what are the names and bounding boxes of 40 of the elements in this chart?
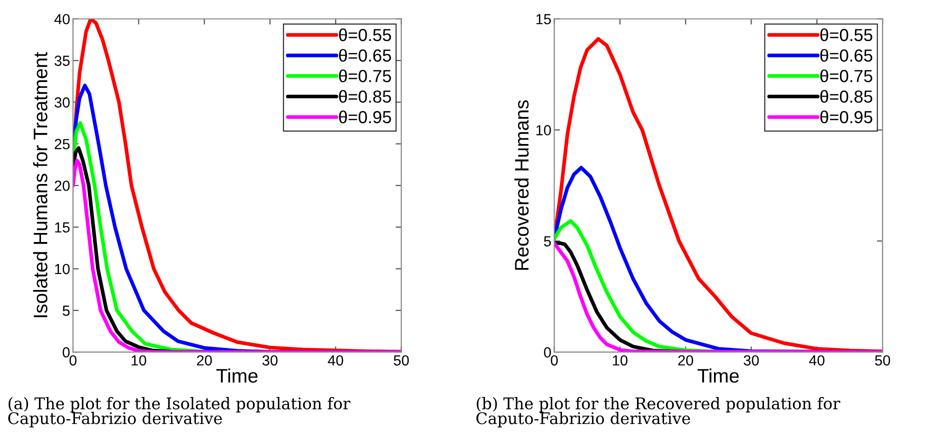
y-tick-label: 0 [544,347,551,358]
text: (a) The plot for the Isolated population for Caputo-Fabrizio derivative [8,397,350,428]
legend-label: θ=0.95 [339,110,392,124]
y-tick-label: 15 [536,14,551,24]
y-axis-title: Isolated Humans for Treatment [33,52,48,318]
y-tick-label: 10 [55,264,70,274]
x-tick-label: 10 [132,355,146,366]
x-tick-label: 20 [678,355,694,366]
y-tick-label: 25 [54,138,70,150]
x-tick-label: 20 [196,355,212,366]
legend-label: θ=0.75 [820,69,872,82]
x-tick-label: 30 [744,355,759,366]
legend-label: θ=0.75 [339,69,392,82]
x-tick-label: 10 [612,355,628,366]
legend-label: θ=0.95 [820,110,872,124]
y-tick-label: 40 [54,14,70,24]
y-tick-label: 5 [544,236,551,246]
x-tick-label: 30 [262,355,278,366]
x-tick-label: 40 [809,355,824,366]
x-axis-title: Time [216,368,258,383]
y-tick-label: 15 [55,222,70,233]
text: (b) The plot for the Recovered population for Caputo-Fabrizio derivative [476,397,840,428]
x-tick-label: 50 [394,355,409,366]
y-tick-label: 5 [62,306,70,316]
x-tick-label: 0 [550,355,558,366]
legend-label: θ=0.55 [339,28,392,42]
legend-label: θ=0.65 [820,48,872,62]
y-tick-label: 0 [62,347,70,358]
x-tick-label: 40 [328,355,344,366]
y-tick-label: 20 [54,180,70,191]
y-tick-label: 35 [54,56,70,66]
legend-label: θ=0.65 [339,48,392,62]
y-tick-label: 10 [536,125,551,136]
y-axis-title: Recovered Humans [514,100,529,270]
legend-label: θ=0.85 [339,90,392,103]
legend-label: θ=0.55 [820,28,872,42]
x-tick-label: 50 [875,355,890,366]
legend-label: θ=0.85 [820,90,872,103]
x-axis-title: Time [698,368,739,383]
y-tick-label: 30 [54,97,70,108]
